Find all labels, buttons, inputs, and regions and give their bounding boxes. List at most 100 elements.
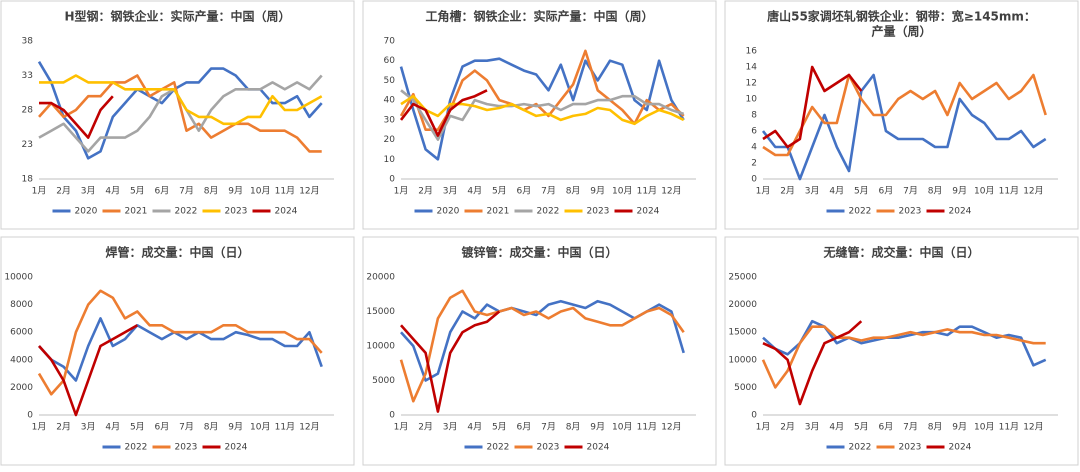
x-tick-label: 2月 [780,422,795,433]
x-tick-label: 12月 [661,422,681,433]
x-tick-label: 2月 [418,186,433,197]
series-line [762,73,1047,157]
x-tick-label: 5月 [492,186,507,197]
x-tick-label: 2月 [56,186,71,197]
legend-label: 2021 [125,207,148,217]
panel-border [0,236,355,466]
x-tick-label: 6月 [155,422,170,433]
y-tick-label: 28 [22,106,34,116]
legend-label: 2024 [275,207,298,217]
series-line [37,289,323,396]
x-tick-label: 1月 [756,186,771,197]
y-tick-label: 0 [751,411,757,421]
legend-label: 2022 [125,443,148,453]
x-tick-label: 11月 [275,422,295,433]
y-tick-label: 0 [27,411,33,421]
x-tick-label: 8月 [204,186,219,197]
x-tick-label: 10月 [974,186,994,197]
y-tick-label: 0 [751,175,757,185]
x-tick-label: 5月 [492,422,507,433]
y-tick-label: 8 [751,111,757,121]
series-line [399,89,488,137]
y-tick-label: 5000 [734,383,757,393]
x-tick-label: 8月 [566,422,581,433]
legend-label: 2022 [175,207,198,217]
x-tick-label: 9月 [952,186,967,197]
chart-panel: 唐山55家调坯轧钢铁企业：钢带：宽≥145mm：产量（周） 0 2 4 6 8 10 12 14… [724,0,1079,230]
panel-border [362,236,717,466]
series-line [761,73,1047,181]
y-tick-label: 10000 [366,342,395,352]
x-tick-label: 7月 [541,186,556,197]
x-tick-label: 3月 [81,422,96,433]
x-tick-label: 8月 [928,186,943,197]
x-tick-label: 10月 [612,186,632,197]
y-tick-label: 25000 [728,273,757,283]
y-tick-label: 10 [746,95,758,105]
panel-border [724,236,1079,466]
x-tick-label: 10月 [250,186,270,197]
y-tick-label: 60 [384,56,396,66]
x-tick-label: 6月 [879,186,894,197]
y-tick-label: 15000 [366,307,395,317]
x-tick-label: 1月 [394,422,409,433]
x-tick-label: 12月 [299,422,319,433]
y-tick-label: 70 [384,37,396,47]
x-tick-label: 3月 [805,186,820,197]
x-tick-label: 2月 [56,422,71,433]
y-tick-label: 40 [384,96,396,106]
x-tick-label: 12月 [1023,422,1043,433]
legend-label: 2023 [225,207,248,217]
y-tick-label: 10000 [728,355,757,365]
x-tick-label: 3月 [443,186,458,197]
x-tick-label: 4月 [829,422,844,433]
chart-title: H型钢：钢铁企业：实际产量：中国（周） [64,9,290,24]
y-tick-label: 33 [22,71,33,81]
x-tick-label: 4月 [105,186,120,197]
x-tick-label: 10月 [612,422,632,433]
x-tick-label: 9月 [228,186,243,197]
series-line [400,310,501,413]
chart-panel: 焊管：成交量：中国（日） 0 2000 4000 6000 8000 10000 1月 2月 3月… [0,236,355,466]
y-tick-label: 38 [22,37,34,47]
chart-panel: 镀锌管：成交量：中国（日） 0 5000 10000 15000 20000 1月 2月 3月 4… [362,236,717,466]
x-tick-label: 7月 [179,186,194,197]
x-tick-label: 1月 [394,186,409,197]
x-tick-label: 4月 [467,186,482,197]
x-tick-label: 11月 [999,422,1019,433]
x-tick-label: 4月 [467,422,482,433]
series-line [39,95,114,139]
y-tick-label: 4 [751,143,757,153]
legend-label: 2020 [437,207,460,217]
x-tick-label: 7月 [903,186,918,197]
x-tick-label: 2月 [418,422,433,433]
x-tick-label: 6月 [517,186,532,197]
x-tick-label: 1月 [32,186,47,197]
legend-label: 2023 [537,443,560,453]
y-tick-label: 20000 [728,300,757,310]
series-line [38,74,322,153]
legend-label: 2024 [587,443,610,453]
x-tick-label: 11月 [637,422,657,433]
series-line [38,324,138,417]
series-line [762,320,863,406]
y-tick-label: 0 [389,175,395,185]
x-tick-label: 7月 [541,422,556,433]
y-tick-label: 0 [389,411,395,421]
x-tick-label: 10月 [974,422,994,433]
legend-label: 2020 [75,207,98,217]
y-tick-label: 14 [746,63,758,73]
y-tick-label: 50 [384,76,396,86]
legend-label: 2023 [899,443,922,453]
y-tick-label: 10000 [4,273,33,283]
chart-panel: 无缝管：成交量：中国（日） 0 5000 10000 15000 20000 25000 1月… [724,236,1079,466]
legend-label: 2024 [949,207,972,217]
series-line [400,89,685,141]
x-tick-label: 1月 [756,422,771,433]
x-tick-label: 6月 [517,422,532,433]
x-tick-label: 4月 [829,186,844,197]
x-tick-label: 3月 [443,422,458,433]
panel-border [724,0,1079,230]
x-tick-label: 7月 [903,422,918,433]
